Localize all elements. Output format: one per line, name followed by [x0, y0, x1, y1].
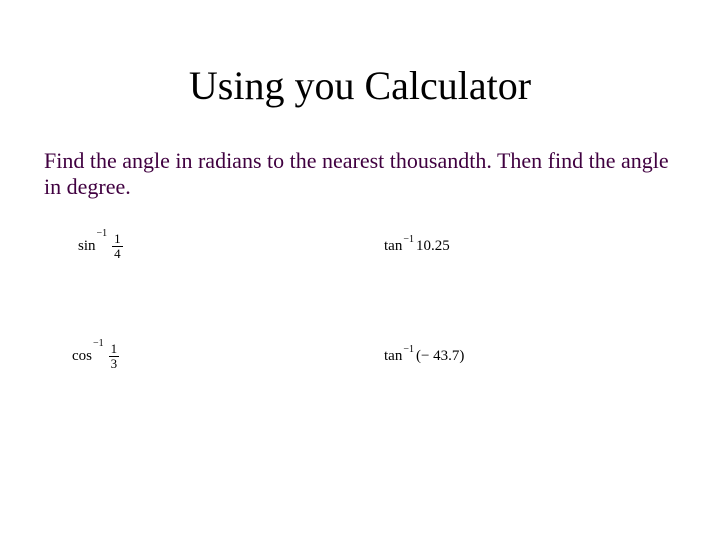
- func-label: sin: [78, 238, 96, 255]
- exponent: −1: [93, 338, 104, 349]
- fraction: 14: [112, 232, 123, 262]
- fraction: 13: [109, 342, 120, 372]
- denominator: 4: [112, 247, 123, 261]
- expression-sin-inverse: sin−114: [78, 232, 123, 262]
- denominator: 3: [109, 357, 120, 371]
- instructions-text: Find the angle in radians to the nearest…: [44, 148, 676, 201]
- func-label: tan: [384, 348, 402, 365]
- expression-tan-inverse-b: tan−1(− 43.7): [384, 348, 464, 365]
- exponent: −1: [403, 234, 414, 245]
- func-label: tan: [384, 238, 402, 255]
- exponent: −1: [97, 228, 108, 239]
- slide: Using you Calculator Find the angle in r…: [0, 0, 720, 540]
- numerator: 1: [109, 342, 120, 357]
- expression-cos-inverse: cos−113: [72, 342, 119, 372]
- exponent: −1: [403, 344, 414, 355]
- argument: (− 43.7): [416, 348, 464, 365]
- page-title: Using you Calculator: [0, 62, 720, 109]
- func-label: cos: [72, 348, 92, 365]
- expression-tan-inverse-a: tan−110.25: [384, 238, 450, 255]
- argument: 10.25: [416, 238, 450, 255]
- numerator: 1: [112, 232, 123, 247]
